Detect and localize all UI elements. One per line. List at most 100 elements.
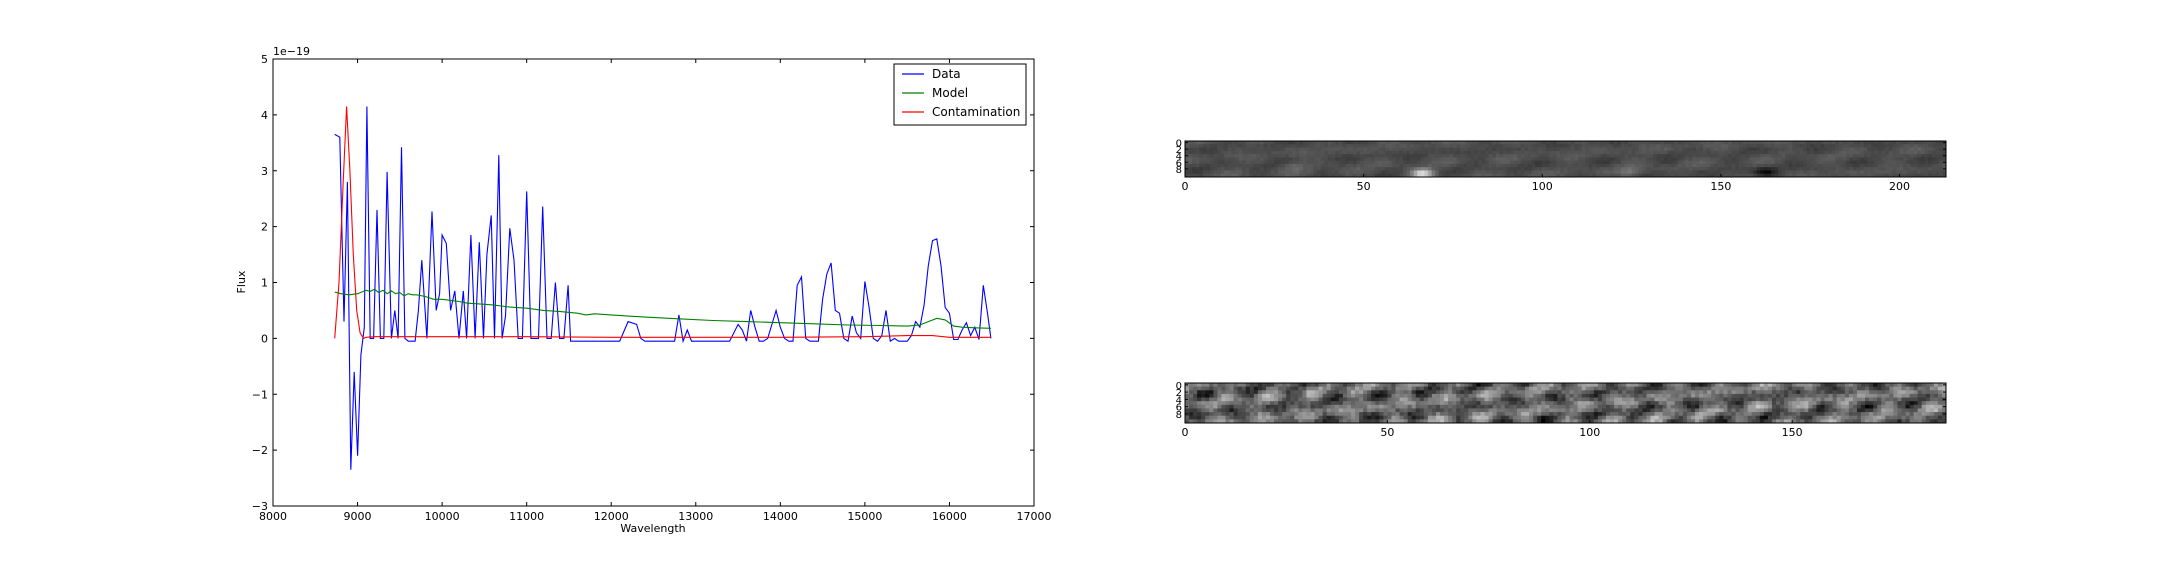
pixel <box>1261 383 1267 388</box>
pixel <box>1759 404 1765 409</box>
pixel <box>1495 163 1500 168</box>
pixel <box>1245 157 1250 162</box>
pixel <box>1350 419 1356 424</box>
pixel <box>1449 167 1454 171</box>
pixel <box>1480 415 1485 420</box>
pixel <box>1678 408 1684 413</box>
pixel <box>1391 419 1396 424</box>
pixel <box>1720 163 1725 168</box>
pixel <box>1449 170 1454 175</box>
pixel <box>1645 160 1650 165</box>
pixel <box>1270 408 1275 413</box>
pixel <box>1800 408 1805 413</box>
pixel <box>1592 154 1597 158</box>
pixel <box>1759 386 1765 391</box>
pixel <box>1506 141 1511 145</box>
pixel <box>1285 150 1290 155</box>
pixel <box>1567 167 1572 171</box>
pixel <box>1913 404 1919 409</box>
pixel <box>1838 150 1843 155</box>
pixel <box>1302 160 1307 165</box>
pixel <box>1812 404 1817 409</box>
pixel <box>1467 144 1472 148</box>
pixel <box>1653 144 1657 148</box>
pixel <box>1492 404 1498 409</box>
pixel <box>1480 393 1485 398</box>
pixel <box>1649 170 1654 175</box>
pixel <box>1585 393 1591 398</box>
pixel <box>1256 141 1261 145</box>
pixel <box>1618 383 1623 388</box>
pixel <box>1581 154 1586 158</box>
pixel <box>1306 157 1311 162</box>
pixel <box>1377 170 1382 175</box>
pixel <box>1213 415 1218 420</box>
pixel <box>1743 383 1749 388</box>
pixel <box>1678 144 1683 148</box>
pixel <box>1253 419 1259 424</box>
pixel <box>1727 397 1732 402</box>
pixel <box>1646 383 1651 388</box>
pixel <box>1444 386 1449 391</box>
pixel <box>1217 154 1222 158</box>
pixel <box>1842 147 1847 152</box>
pixel <box>1806 170 1811 175</box>
pixel <box>1792 419 1797 424</box>
pixel <box>1310 154 1315 158</box>
pixel <box>1510 167 1515 171</box>
pixel <box>1917 163 1922 168</box>
pixel <box>1838 147 1843 152</box>
pixel <box>1565 390 1570 395</box>
pixel <box>1195 173 1200 178</box>
pixel <box>1792 393 1797 398</box>
pixel <box>1314 401 1319 406</box>
pixel <box>1618 408 1623 413</box>
pixel <box>1635 144 1640 148</box>
pixel <box>1803 144 1808 148</box>
pixel <box>1610 150 1615 155</box>
pixel <box>1374 141 1379 145</box>
pixel <box>1727 412 1732 417</box>
pixel <box>1424 157 1429 162</box>
pixel <box>1824 383 1830 388</box>
pixel <box>1261 393 1267 398</box>
pixel <box>1795 147 1800 152</box>
pixel <box>1895 173 1900 178</box>
pixel <box>1557 401 1562 406</box>
pixel <box>1553 147 1557 152</box>
pixel <box>1723 397 1728 402</box>
pixel <box>1286 419 1291 424</box>
pixel <box>1606 141 1611 145</box>
pixel <box>1662 408 1668 413</box>
pixel <box>1803 147 1808 152</box>
pixel <box>1897 383 1902 388</box>
pixel <box>1545 397 1550 402</box>
pixel <box>1870 160 1875 165</box>
pixel <box>1537 412 1542 417</box>
pixel <box>1796 404 1801 409</box>
pixel <box>1560 144 1565 148</box>
pixel <box>1667 167 1672 171</box>
pixel <box>1233 390 1239 395</box>
pixel <box>1646 397 1651 402</box>
pixel <box>1585 383 1591 388</box>
pixel <box>1331 157 1336 162</box>
pixel <box>1682 415 1688 420</box>
pixel <box>1252 150 1257 155</box>
pixel <box>1735 157 1740 162</box>
pixel <box>1320 170 1325 175</box>
pixel <box>1355 404 1360 409</box>
pixel <box>1796 393 1801 398</box>
pixel <box>1910 150 1915 155</box>
pixel <box>1249 173 1254 178</box>
pixel <box>1578 154 1582 158</box>
pixel <box>1496 412 1502 417</box>
pixel <box>1431 412 1437 417</box>
pixel <box>1723 390 1728 395</box>
pixel <box>1753 154 1758 158</box>
pixel <box>1703 160 1708 165</box>
pixel <box>1763 404 1769 409</box>
pixel <box>1338 173 1343 178</box>
pixel <box>1856 386 1862 391</box>
pixel <box>1399 415 1404 420</box>
